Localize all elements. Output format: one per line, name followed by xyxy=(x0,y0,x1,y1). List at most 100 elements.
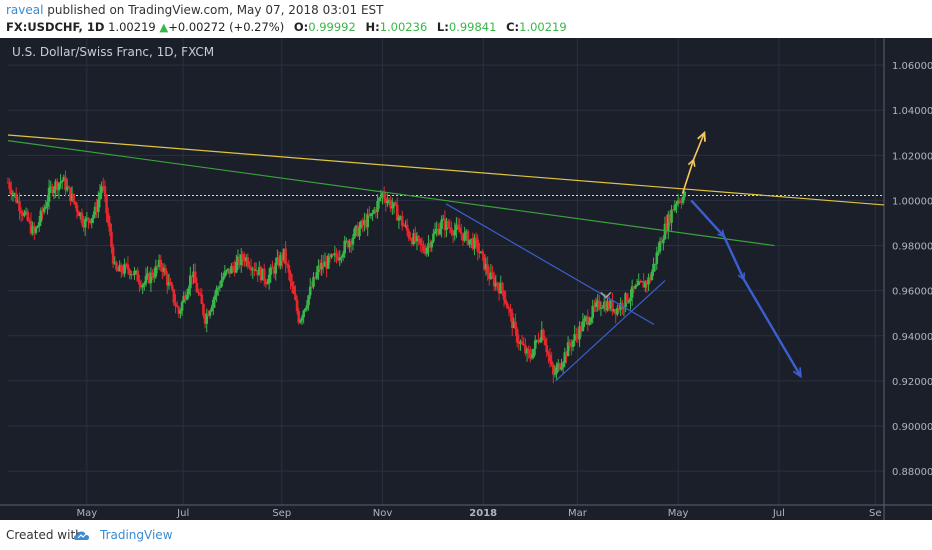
candle-body xyxy=(203,315,207,324)
candle-body xyxy=(635,285,639,287)
candle-body xyxy=(180,302,184,311)
candle-body xyxy=(594,302,598,307)
candle-body xyxy=(348,241,351,248)
candle-body xyxy=(356,225,360,237)
candle-body xyxy=(98,192,102,200)
candle-body xyxy=(581,321,585,332)
candle-body xyxy=(349,241,353,245)
trendline-yellow xyxy=(7,134,885,206)
candle-body xyxy=(51,186,54,194)
candle-body xyxy=(374,209,378,213)
candle-body xyxy=(647,277,650,285)
candle-body xyxy=(120,264,123,273)
candle-body xyxy=(530,357,534,359)
candle-body xyxy=(113,262,117,264)
candle-body xyxy=(359,221,363,228)
y-tick-label: 1.00000 xyxy=(892,196,932,207)
candle-body xyxy=(269,267,273,275)
candle-body xyxy=(129,274,133,276)
candle-body xyxy=(325,261,328,269)
candle-body xyxy=(331,254,335,256)
candle-body xyxy=(147,273,151,284)
candle-body xyxy=(21,213,25,216)
candle-body xyxy=(512,321,516,328)
candle-body xyxy=(589,317,593,323)
candle-body xyxy=(653,263,657,265)
candle-body xyxy=(213,295,217,300)
candle-body xyxy=(284,248,287,265)
candle-body xyxy=(6,182,10,184)
candle-body xyxy=(469,238,473,240)
candle-body xyxy=(578,326,581,340)
candle-body xyxy=(157,259,161,267)
x-tick-label: 2018 xyxy=(469,508,497,519)
candle-body xyxy=(586,316,590,325)
candle-body xyxy=(290,281,294,287)
candle-body xyxy=(32,225,36,233)
candle-body xyxy=(681,196,685,203)
x-tick-label: May xyxy=(668,508,689,519)
candle-body xyxy=(552,364,555,375)
candle-body xyxy=(238,256,241,266)
candle-body xyxy=(389,200,393,209)
candle-body xyxy=(496,282,499,287)
candle-body xyxy=(258,267,261,276)
candle-body xyxy=(657,251,660,253)
candle-body xyxy=(297,311,301,323)
candle-body xyxy=(519,341,522,344)
candle-body xyxy=(28,220,31,222)
chart-area[interactable]: 1.06000 1.04000 1.02000 1.00000 0.98000 0.960… xyxy=(0,38,932,520)
candle-body xyxy=(474,237,478,240)
candle-body xyxy=(507,308,511,310)
candle-body xyxy=(456,224,460,228)
candle-body xyxy=(256,270,259,276)
price-change: +0.00272 (+0.27%) xyxy=(168,20,285,34)
candle-body xyxy=(185,294,189,300)
candle-body xyxy=(26,211,30,221)
candle-body xyxy=(13,193,16,195)
candle-body xyxy=(363,219,366,226)
tradingview-brand[interactable]: TradingView xyxy=(100,528,173,542)
candle-body xyxy=(233,267,236,273)
candle-body xyxy=(392,202,396,207)
created-with-label: Created with xyxy=(6,528,83,542)
candle-body xyxy=(254,270,258,272)
candle-body xyxy=(584,316,588,319)
candle-body xyxy=(441,218,445,220)
candle-body xyxy=(16,201,20,203)
candle-body xyxy=(65,186,69,191)
candle-body xyxy=(509,308,512,313)
author-link[interactable]: raveal xyxy=(6,3,44,17)
candle-body xyxy=(166,274,169,286)
candle-body xyxy=(154,266,158,277)
candle-body xyxy=(139,284,143,288)
candle-body xyxy=(123,263,126,274)
candle-body xyxy=(492,276,496,287)
candle-body xyxy=(535,340,539,342)
candle-body xyxy=(445,221,448,231)
candle-body xyxy=(625,293,629,303)
last-price: 1.00219 xyxy=(108,20,156,34)
candle-body xyxy=(189,275,192,289)
candle-body xyxy=(323,261,327,267)
y-tick-label: 0.92000 xyxy=(892,377,932,388)
candle-body xyxy=(630,286,634,298)
candle-body xyxy=(41,210,44,213)
candle-body xyxy=(175,306,179,308)
candle-body xyxy=(121,272,125,274)
candle-body xyxy=(287,265,291,273)
arrowhead-blue xyxy=(792,367,802,379)
candle-body xyxy=(471,238,475,249)
candle-body xyxy=(479,251,483,254)
y-tick-label: 0.88000 xyxy=(892,467,932,478)
candle-body xyxy=(555,367,558,374)
candle-body xyxy=(29,220,33,234)
candle-body xyxy=(152,276,156,278)
candle-body xyxy=(230,265,233,274)
candle-body xyxy=(525,349,529,354)
candle-body xyxy=(640,281,644,283)
chart-svg[interactable]: 1.06000 1.04000 1.02000 1.00000 0.98000 0.960… xyxy=(0,38,932,520)
candle-body xyxy=(450,228,453,233)
candle-body xyxy=(483,254,486,270)
candle-body xyxy=(497,286,501,294)
